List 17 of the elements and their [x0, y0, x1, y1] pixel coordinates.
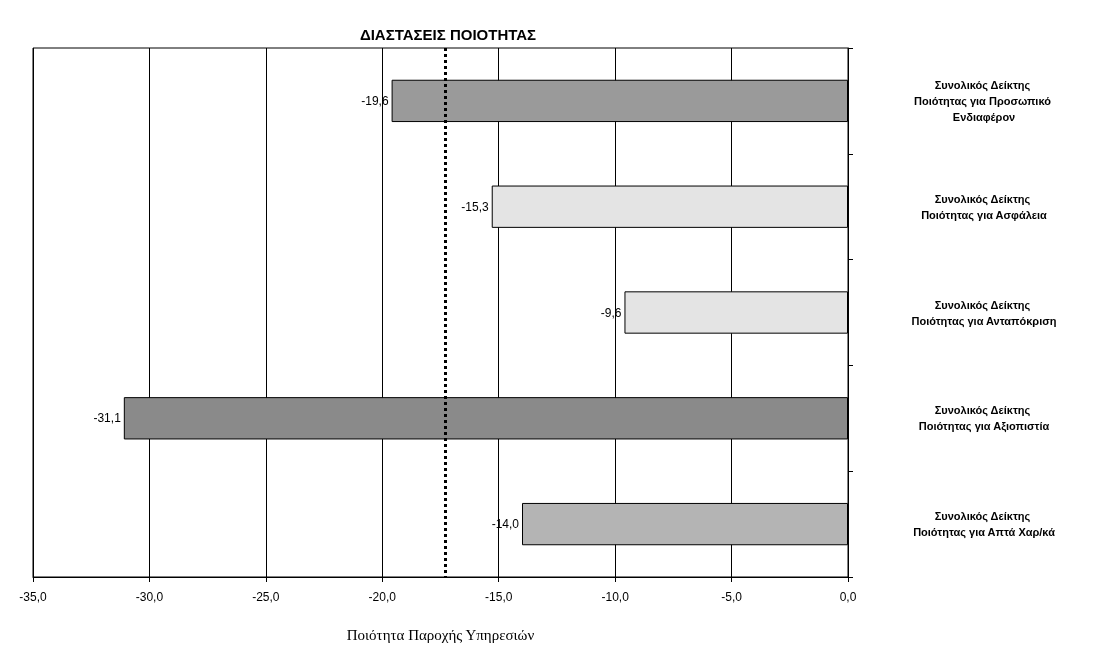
- x-tick-label: 0,0: [839, 590, 857, 604]
- y-tick-label: Συνολικός Δείκτης Ποιότητας για Προσωπικό Ενδιαφέρον: [914, 78, 1054, 123]
- x-tick-label: -15,0: [485, 590, 513, 604]
- data-label: -31,1: [93, 411, 122, 426]
- y-tick-label: Συνολικός Δείκτης Ποιότητας για Ασφάλεια: [921, 192, 1048, 222]
- chart-title: ΔΙΑΣΤΑΣΕΙΣ ΠΟΙΟΤΗΤΑΣ: [359, 26, 537, 43]
- y-tick-label: Συνολικός Δείκτης Ποιότητας για Απτά Χαρ/κά: [913, 510, 1056, 540]
- x-tick-label: -10,0: [601, 590, 630, 604]
- x-tick-label: -30,0: [135, 590, 164, 604]
- x-tick-label: -35,0: [19, 590, 47, 604]
- x-tick-label: -20,0: [368, 590, 397, 604]
- y-tick-label: Συνολικός Δείκτης Ποιότητας για Αξιοπιστία: [918, 404, 1050, 434]
- x-tick-label: -5,0: [721, 590, 743, 604]
- data-label: -15,3: [461, 199, 490, 214]
- y-tick-label: Συνολικός Δείκτης Ποιότητας για Ανταπόκριση: [911, 298, 1057, 328]
- x-axis-title: Ποιότητα Παροχής Υπηρεσιών: [346, 626, 535, 643]
- x-tick-label: -25,0: [252, 590, 280, 604]
